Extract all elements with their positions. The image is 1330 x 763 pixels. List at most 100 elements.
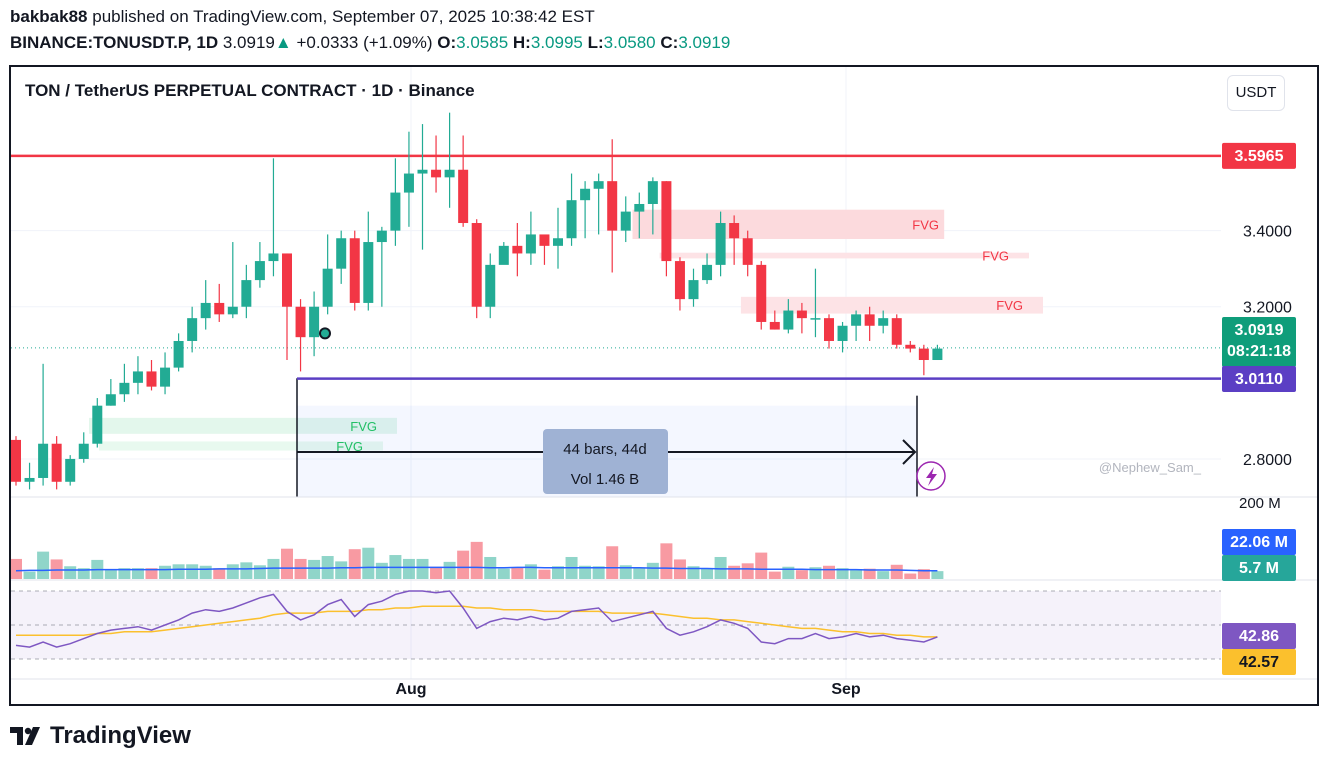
- volume-bar: [348, 549, 361, 579]
- candle-body: [702, 264, 713, 281]
- publisher-name[interactable]: bakbak88: [10, 7, 88, 26]
- candle-body: [756, 264, 767, 322]
- time-axis-tick: Aug: [395, 681, 426, 698]
- candle-body: [105, 394, 116, 406]
- volume-bar: [294, 558, 307, 579]
- candle-body: [11, 439, 21, 482]
- candle-up: [78, 432, 89, 463]
- volume-bar: [768, 571, 781, 579]
- candle-down: [729, 215, 740, 265]
- tradingview-logo-icon: [10, 727, 40, 745]
- candle-up: [647, 177, 658, 235]
- symbol-name[interactable]: BINANCE:TONUSDT.P, 1D: [10, 33, 219, 52]
- candle-body: [512, 245, 523, 254]
- candle-body: [851, 314, 862, 326]
- volume-bar: [511, 567, 524, 579]
- volume-bar: [890, 564, 903, 579]
- candle-body: [295, 306, 306, 338]
- chart-frame[interactable]: FVG FVG FVG FVG FVG 44 bars, 44d Vol 1.46 B @Ne…: [9, 65, 1319, 706]
- volume-bar: [11, 558, 22, 579]
- high-label: H:: [512, 33, 531, 52]
- candle-body: [891, 318, 902, 345]
- support-price-label: 3.0110: [1235, 371, 1283, 388]
- volume-bar: [267, 558, 280, 579]
- candle-body: [390, 192, 401, 231]
- candle-body: [837, 325, 848, 341]
- price-axis-tick: 3.2000: [1243, 300, 1292, 317]
- candle-body: [132, 371, 143, 383]
- candle-body: [187, 318, 198, 341]
- candle-down: [661, 181, 672, 277]
- candle-body: [160, 367, 171, 387]
- publish-info: bakbak88 published on TradingView.com, S…: [10, 7, 595, 27]
- volume-bar: [497, 568, 510, 579]
- volume-bar: [524, 564, 537, 579]
- candle-body: [688, 280, 699, 300]
- volume-axis-tick: 200 M: [1239, 495, 1281, 512]
- close-label: C:: [660, 33, 679, 52]
- signal-marker: [319, 327, 331, 340]
- chart-canvas[interactable]: FVG FVG FVG FVG FVG 44 bars, 44d Vol 1.46 B @Ne…: [11, 67, 1317, 704]
- fvg-label: FVG: [982, 249, 1009, 264]
- fvg-label: FVG: [336, 439, 363, 454]
- volume-bar: [199, 565, 212, 579]
- candle-up: [566, 173, 577, 246]
- candle-body: [200, 302, 211, 319]
- volume-bar: [50, 559, 63, 579]
- candle-up: [24, 462, 35, 490]
- candle-body: [309, 306, 320, 338]
- volume-bar: [904, 573, 917, 579]
- candle-body: [241, 280, 252, 307]
- volume-bar: [226, 564, 239, 579]
- candle-body: [268, 253, 279, 262]
- volume-bar: [850, 569, 863, 579]
- support-price-label-bg: [1222, 366, 1296, 392]
- candle-up: [444, 112, 455, 208]
- fvg-zone: [740, 296, 1043, 314]
- volume-bar: [579, 565, 592, 579]
- candle-down: [769, 310, 780, 330]
- candle-down: [458, 135, 469, 227]
- volume-bar: [145, 568, 158, 579]
- fvg-zone: [89, 417, 397, 434]
- candle-up: [160, 352, 171, 395]
- currency-button[interactable]: USDT: [1227, 75, 1285, 111]
- candle-body: [810, 318, 821, 320]
- candle-up: [715, 211, 726, 277]
- rsi-ma-label: 42.57: [1239, 654, 1279, 671]
- rsi-value-label-bg: [1222, 623, 1296, 649]
- low-value: 3.0580: [603, 33, 656, 52]
- range-vol-label: Vol 1.46 B: [571, 471, 639, 488]
- volume-bar: [701, 568, 714, 579]
- candle-body: [254, 261, 265, 281]
- candle-up: [132, 356, 143, 395]
- candle-body: [525, 234, 536, 254]
- candle-down: [742, 230, 753, 277]
- open-label: O:: [437, 33, 457, 52]
- candle-up: [878, 310, 889, 334]
- candle-body: [282, 253, 292, 307]
- close-value: 3.0919: [678, 33, 731, 52]
- volume-bar: [402, 558, 415, 579]
- candle-body: [553, 238, 563, 246]
- tradingview-logo[interactable]: TradingView: [10, 722, 191, 750]
- candle-up: [553, 207, 563, 269]
- candle-up: [92, 398, 103, 448]
- candle-down: [674, 257, 685, 311]
- candle-up: [254, 242, 265, 288]
- candle-up: [65, 455, 76, 486]
- candle-body: [431, 169, 442, 178]
- published-text: published on TradingView.com, September …: [92, 7, 595, 26]
- candle-body: [119, 382, 130, 395]
- volume-bar: [172, 564, 185, 579]
- candle-up: [810, 268, 821, 338]
- time-axis-tick: Sep: [831, 681, 861, 698]
- volume-bar: [443, 561, 456, 579]
- volume-bar: [253, 565, 266, 579]
- rsi-line: [15, 590, 938, 648]
- candle-down: [214, 283, 225, 322]
- candle-up: [376, 226, 387, 307]
- candle-down: [891, 314, 902, 349]
- candle-down: [282, 253, 292, 361]
- volume-bar: [823, 565, 835, 579]
